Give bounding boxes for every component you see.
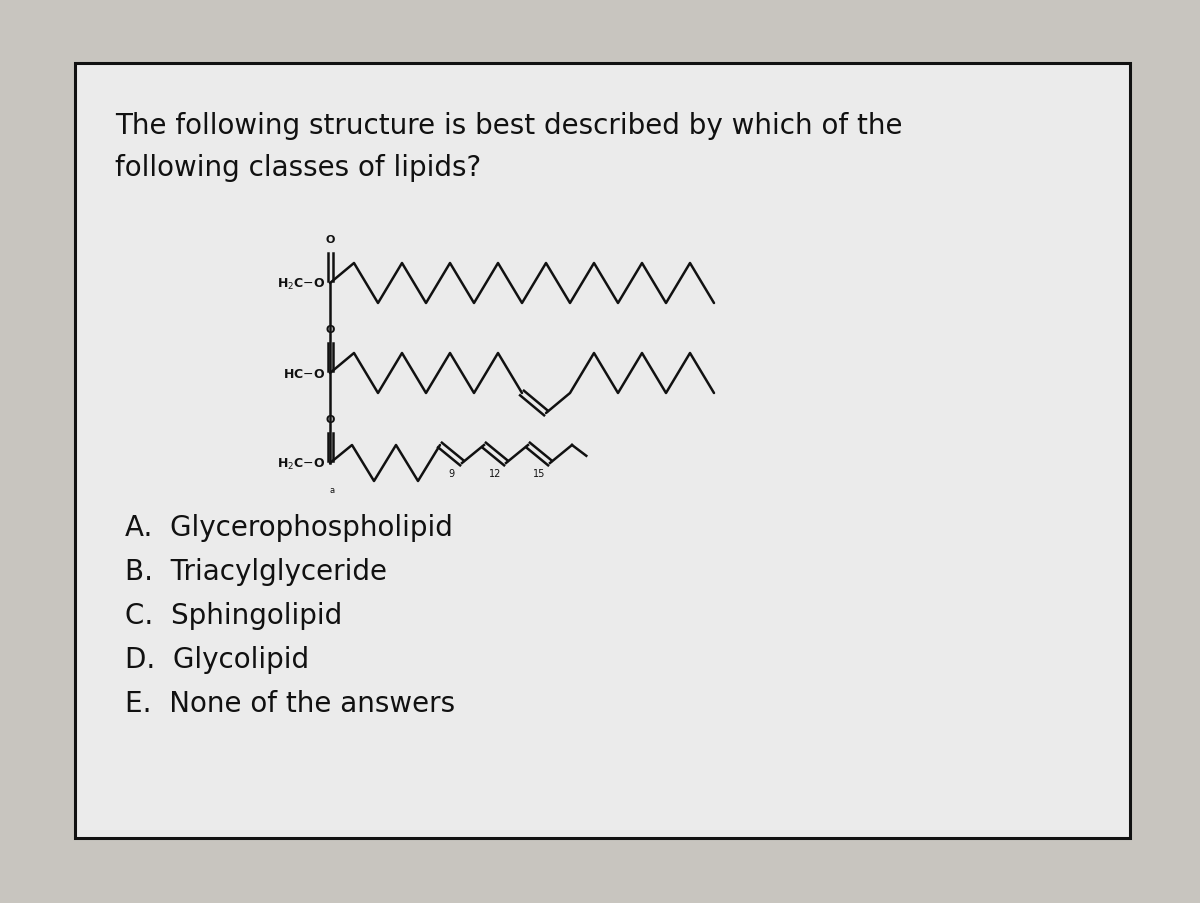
Text: O: O bbox=[325, 235, 335, 245]
Text: O: O bbox=[325, 325, 335, 335]
Text: B.  Triacylglyceride: B. Triacylglyceride bbox=[125, 557, 386, 585]
Text: following classes of lipids?: following classes of lipids? bbox=[115, 154, 481, 182]
Text: 12: 12 bbox=[488, 469, 502, 479]
FancyBboxPatch shape bbox=[74, 64, 1130, 838]
Text: HC$-$O: HC$-$O bbox=[283, 368, 325, 380]
Text: D.  Glycolipid: D. Glycolipid bbox=[125, 646, 310, 674]
Text: a: a bbox=[330, 486, 335, 495]
Text: C.  Sphingolipid: C. Sphingolipid bbox=[125, 601, 342, 629]
Text: O: O bbox=[325, 414, 335, 424]
Text: The following structure is best described by which of the: The following structure is best describe… bbox=[115, 112, 902, 140]
Text: 15: 15 bbox=[533, 469, 545, 479]
Text: E.  None of the answers: E. None of the answers bbox=[125, 689, 455, 717]
Text: A.  Glycerophospholipid: A. Glycerophospholipid bbox=[125, 514, 452, 542]
Text: H$_2$C$-$O: H$_2$C$-$O bbox=[277, 276, 325, 292]
Text: 9: 9 bbox=[448, 469, 454, 479]
Text: H$_2$C$-$O: H$_2$C$-$O bbox=[277, 456, 325, 471]
